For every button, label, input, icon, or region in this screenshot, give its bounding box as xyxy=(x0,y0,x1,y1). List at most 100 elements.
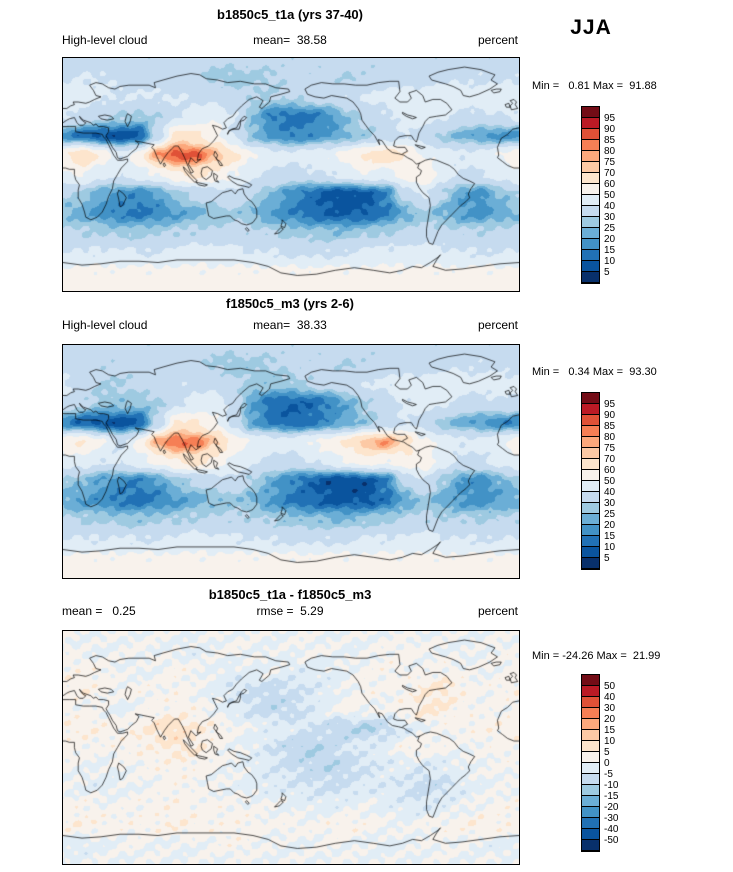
colorbar-cell xyxy=(582,437,599,448)
colorbar-tick-label: -20 xyxy=(604,802,619,813)
colorbar-cell xyxy=(582,763,599,774)
colorbar-tick-label: 50 xyxy=(604,476,616,487)
colorbar-cell xyxy=(582,448,599,459)
panel-3-mean-label: mean = 0.25 xyxy=(62,604,136,618)
colorbar-tick-label: 20 xyxy=(604,520,616,531)
panel-3-units-label: percent xyxy=(477,604,518,618)
colorbar-0: 95 90 85 80 75 70 60 50 40 30 25 20 15 10 5 xyxy=(581,106,615,284)
colorbar-tick-label: -30 xyxy=(604,813,619,824)
panel-1-variable-label: High-level cloud xyxy=(62,33,148,47)
colorbar-tick-label: 5 xyxy=(604,267,610,278)
colorbar-cell xyxy=(582,470,599,481)
colorbar-tick-label: 15 xyxy=(604,531,616,542)
colorbar-tick-label: 85 xyxy=(604,135,616,146)
panel-3-subheader: mean = 0.25 rmse = 5.29 percent xyxy=(62,604,518,619)
colorbar-cell xyxy=(582,719,599,730)
map-canvas-1 xyxy=(62,344,520,579)
colorbar-tick-label: 30 xyxy=(604,498,616,509)
colorbar-cell xyxy=(582,796,599,807)
colorbar-tick-label: 20 xyxy=(604,234,616,245)
colorbar-cell xyxy=(582,261,599,272)
colorbar-cell xyxy=(582,503,599,514)
colorbar-cell xyxy=(582,536,599,547)
colorbar-tick-label: 80 xyxy=(604,432,616,443)
colorbar-cell xyxy=(582,492,599,503)
colorbar-tick-label: 5 xyxy=(604,553,610,564)
colorbar-tick-label: 60 xyxy=(604,179,616,190)
panel-1-mean-label: mean= 38.58 xyxy=(253,33,327,47)
colorbar-cell xyxy=(582,481,599,492)
colorbar-tick-label: 40 xyxy=(604,692,616,703)
colorbar-cell xyxy=(582,730,599,741)
colorbar-tick-label: 30 xyxy=(604,703,616,714)
colorbar-cell xyxy=(582,774,599,785)
colorbar-cell xyxy=(582,752,599,763)
colorbar-tick-label: 85 xyxy=(604,421,616,432)
colorbar-cell xyxy=(582,184,599,195)
colorbar-tick-label: 15 xyxy=(604,245,616,256)
panel-1-title: b1850c5_t1a (yrs 37-40) xyxy=(217,7,363,22)
colorbar-cell xyxy=(582,404,599,415)
colorbar-tick-label: 15 xyxy=(604,725,616,736)
colorbar-tick-label: 75 xyxy=(604,157,616,168)
panel-1-minmax-label: Min = 0.81 Max = 91.88 xyxy=(532,80,657,92)
colorbar-tick-label: 40 xyxy=(604,201,616,212)
colorbar-cell xyxy=(582,250,599,261)
colorbar-tick-label: 90 xyxy=(604,124,616,135)
colorbar-cell xyxy=(582,697,599,708)
colorbar-tick-label: 70 xyxy=(604,168,616,179)
colorbar-1: 95 90 85 80 75 70 60 50 40 30 25 20 15 10 5 xyxy=(581,392,615,570)
colorbar-cell xyxy=(582,459,599,470)
colorbar-cell xyxy=(582,217,599,228)
colorbar-tick-label: 60 xyxy=(604,465,616,476)
colorbar-cell xyxy=(582,162,599,173)
colorbar-tick-label: 5 xyxy=(604,747,610,758)
colorbar-tick-label: -40 xyxy=(604,824,619,835)
colorbar-cell xyxy=(582,818,599,829)
colorbar-cell xyxy=(582,558,599,569)
colorbar-cell xyxy=(582,840,599,851)
colorbar-tick-label: 70 xyxy=(604,454,616,465)
colorbar-tick-label: 95 xyxy=(604,399,616,410)
colorbar-cell xyxy=(582,107,599,118)
panel-2-subheader: High-level cloud mean= 38.33 percent xyxy=(62,318,518,333)
colorbar-tick-label: -50 xyxy=(604,835,619,846)
colorbar-tick-label: 40 xyxy=(604,487,616,498)
colorbar-cell xyxy=(582,206,599,217)
colorbar-cell xyxy=(582,708,599,719)
colorbar-tick-label: 25 xyxy=(604,223,616,234)
colorbar-cell xyxy=(582,675,599,686)
colorbar-cell xyxy=(582,686,599,697)
colorbar-tick-label: 0 xyxy=(604,758,610,769)
colorbar-cell xyxy=(582,393,599,404)
colorbar-tick-label: -5 xyxy=(604,769,613,780)
panel-3-title: b1850c5_t1a - f1850c5_m3 xyxy=(208,587,372,602)
colorbar-cell xyxy=(582,525,599,536)
colorbar-cell xyxy=(582,228,599,239)
colorbar-cell xyxy=(582,415,599,426)
colorbar-cell xyxy=(582,785,599,796)
colorbar-cell xyxy=(582,807,599,818)
colorbar-cell xyxy=(582,741,599,752)
panel-1-units-label: percent xyxy=(477,33,518,47)
panel-3-rmse-label: rmse = 5.29 xyxy=(256,604,324,618)
colorbar-tick-label: 10 xyxy=(604,736,616,747)
colorbar-tick-label: 10 xyxy=(604,256,616,267)
colorbar-cell xyxy=(582,129,599,140)
map-canvas-2 xyxy=(62,630,520,865)
colorbar-cell xyxy=(582,829,599,840)
season-label: JJA xyxy=(570,16,612,39)
panel-2-variable-label: High-level cloud xyxy=(62,318,148,332)
colorbar-tick-label: 30 xyxy=(604,212,616,223)
colorbar-tick-label: 75 xyxy=(604,443,616,454)
colorbar-tick-label: -15 xyxy=(604,791,619,802)
panel-2-units-label: percent xyxy=(477,318,518,332)
panel-2-minmax-label: Min = 0.34 Max = 93.30 xyxy=(532,366,657,378)
colorbar-tick-label: 80 xyxy=(604,146,616,157)
panel-3-minmax-label: Min = -24.26 Max = 21.99 xyxy=(532,650,661,662)
colorbar-tick-label: 25 xyxy=(604,509,616,520)
colorbar-cell xyxy=(582,151,599,162)
panel-2-mean-label: mean= 38.33 xyxy=(253,318,327,332)
colorbar-cell xyxy=(582,426,599,437)
